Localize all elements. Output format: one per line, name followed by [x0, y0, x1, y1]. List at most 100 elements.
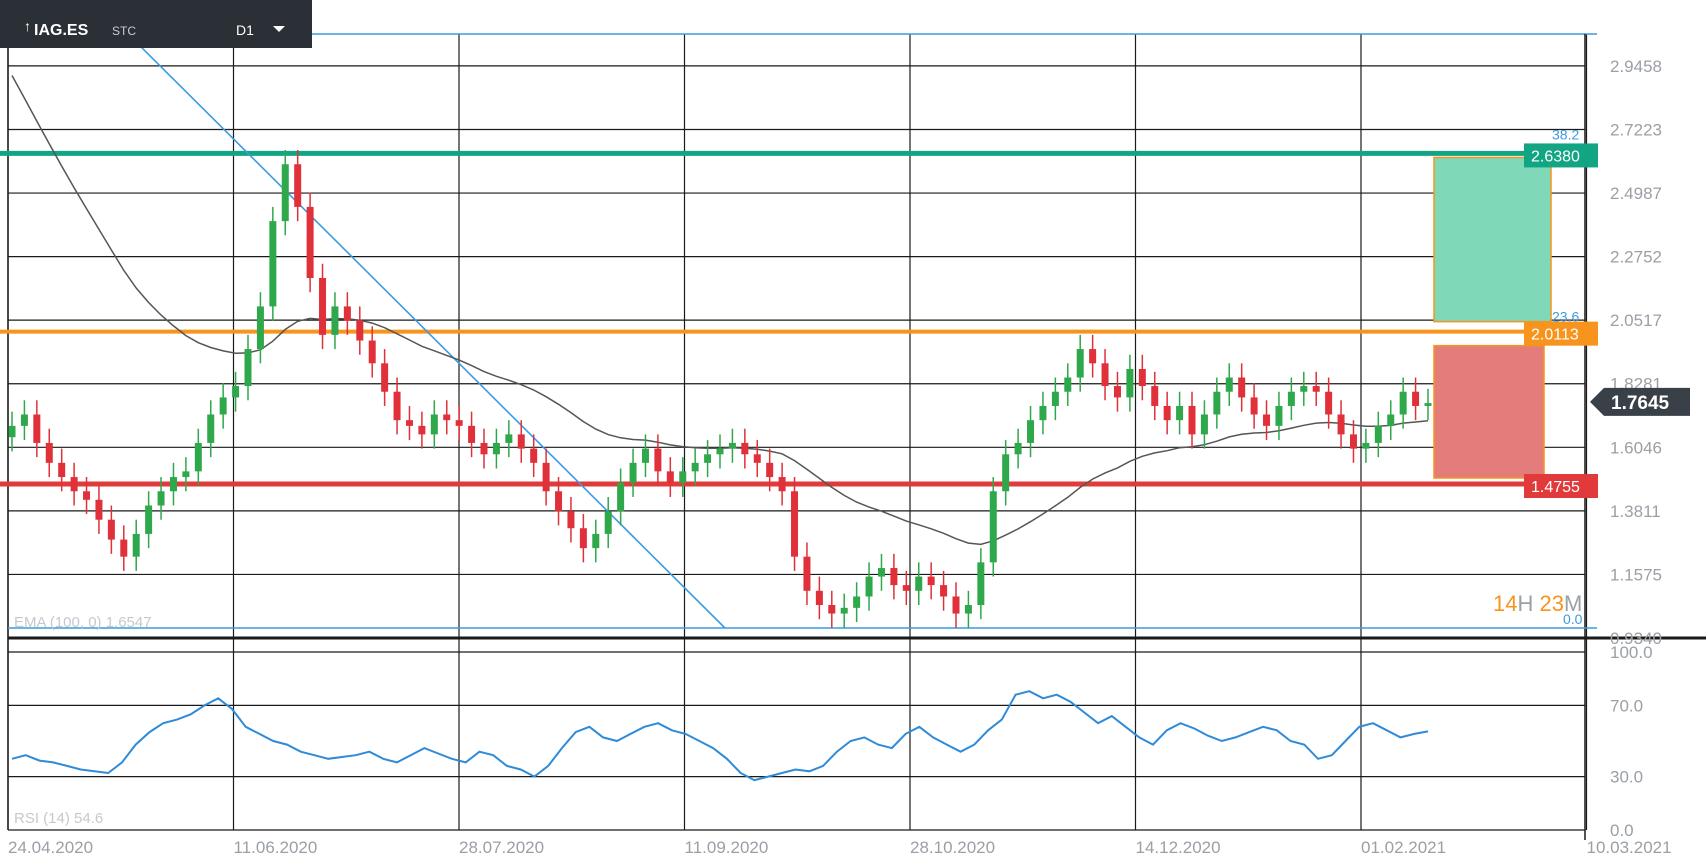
candle-body	[20, 414, 28, 426]
candle	[107, 505, 115, 554]
candle-body	[927, 576, 935, 586]
candle	[58, 448, 66, 492]
candle-body	[828, 605, 836, 614]
candle	[194, 428, 202, 486]
candle	[418, 411, 426, 449]
candle-body	[1312, 386, 1320, 392]
timeframe-select[interactable]: D1	[236, 22, 254, 38]
chart-type-icon[interactable]: ↑	[24, 18, 31, 34]
candle	[691, 448, 699, 486]
candle-body	[1089, 349, 1097, 364]
candle	[555, 477, 563, 526]
support-badge-text: 1.4755	[1531, 479, 1580, 496]
fib-382-label: 38.2	[1552, 126, 1579, 142]
chevron-down-icon[interactable]	[273, 26, 285, 32]
candle-body	[194, 442, 202, 472]
candle-body	[1151, 386, 1159, 406]
candle	[219, 383, 227, 429]
candle-body	[319, 277, 327, 335]
candle	[1064, 363, 1072, 406]
x-tick-label: 24.04.2020	[8, 838, 93, 857]
candle	[492, 428, 500, 469]
candle-body	[1200, 414, 1208, 435]
candle	[1051, 377, 1059, 421]
candle	[1399, 377, 1407, 429]
candle-body	[58, 462, 66, 478]
candle-body	[803, 556, 811, 591]
rsi-y-tick-label: 100.0	[1610, 643, 1653, 662]
candle	[617, 468, 625, 526]
support-badge-bg	[1524, 474, 1598, 499]
symbol-label[interactable]: IAG.ES	[34, 22, 89, 39]
candle	[1014, 428, 1022, 469]
candle-body	[716, 448, 724, 455]
candle-body	[542, 462, 550, 492]
candle	[1039, 391, 1047, 435]
candle-body	[1424, 403, 1432, 406]
candle-body	[1002, 454, 1010, 492]
candle-body	[244, 349, 252, 387]
candle	[530, 434, 538, 478]
candle	[741, 428, 749, 469]
candle	[480, 428, 488, 469]
candle	[940, 570, 948, 611]
y-tick-label: 2.0517	[1610, 311, 1662, 330]
rsi-y-tick-label: 0.0	[1610, 821, 1634, 840]
candle	[1089, 334, 1097, 378]
axis-labels: 24.04.2020 11.06.2020 28.07.2020 11.09.2020…	[8, 57, 1690, 857]
candle-body	[940, 585, 948, 597]
rsi-label: RSI (14) 54.6	[14, 810, 103, 827]
candle	[20, 400, 28, 441]
candle	[1287, 377, 1295, 421]
candle-body	[766, 462, 774, 478]
y-tick-label: 0.9340	[1610, 629, 1662, 648]
candle	[1163, 391, 1171, 435]
candle-body	[343, 306, 351, 321]
candle	[1349, 420, 1357, 463]
candle	[182, 457, 190, 492]
candle-body	[840, 607, 848, 614]
candle	[952, 582, 960, 628]
candle-body	[1275, 405, 1283, 426]
candle	[120, 525, 128, 571]
candle	[443, 400, 451, 435]
candle	[704, 440, 712, 478]
candle	[1300, 371, 1308, 406]
candle	[865, 562, 873, 611]
candle	[331, 292, 339, 350]
candle-body	[1287, 391, 1295, 406]
candle-body	[1101, 363, 1109, 387]
countdown-minutes: 23	[1539, 591, 1564, 616]
candle	[468, 411, 476, 458]
symbol-toolbar[interactable]: ↑ IAG.ES STC D1	[0, 0, 312, 48]
fib-zero-label: 0.0	[1563, 611, 1583, 627]
candle-body	[890, 568, 898, 586]
candle-body	[679, 471, 687, 483]
candle	[281, 150, 289, 236]
candle	[791, 477, 799, 571]
candle-body	[33, 414, 41, 443]
candle-body	[455, 420, 463, 426]
overlay-lines	[0, 23, 1597, 629]
fib-236-label: 23.6	[1552, 309, 1579, 325]
ema-label: EMA (100, 0) 1.6547	[14, 614, 152, 631]
candle	[1213, 377, 1221, 429]
candle	[8, 411, 16, 452]
candle	[169, 462, 177, 506]
candle-body	[45, 442, 53, 463]
candle	[1238, 363, 1246, 412]
candle-body	[393, 391, 401, 421]
candle-body	[567, 511, 575, 529]
candle	[1387, 400, 1395, 441]
candle	[1412, 377, 1420, 421]
candle-body	[1213, 391, 1221, 415]
candle	[964, 590, 972, 628]
downtrend-line	[117, 23, 726, 629]
candle	[83, 477, 91, 515]
candle	[1200, 400, 1208, 449]
candle-body	[604, 511, 612, 534]
candle	[33, 400, 41, 458]
candle-body	[331, 306, 339, 335]
x-tick-label: 10.03.2021	[1587, 838, 1672, 857]
resistance-badge-bg	[1524, 143, 1598, 168]
